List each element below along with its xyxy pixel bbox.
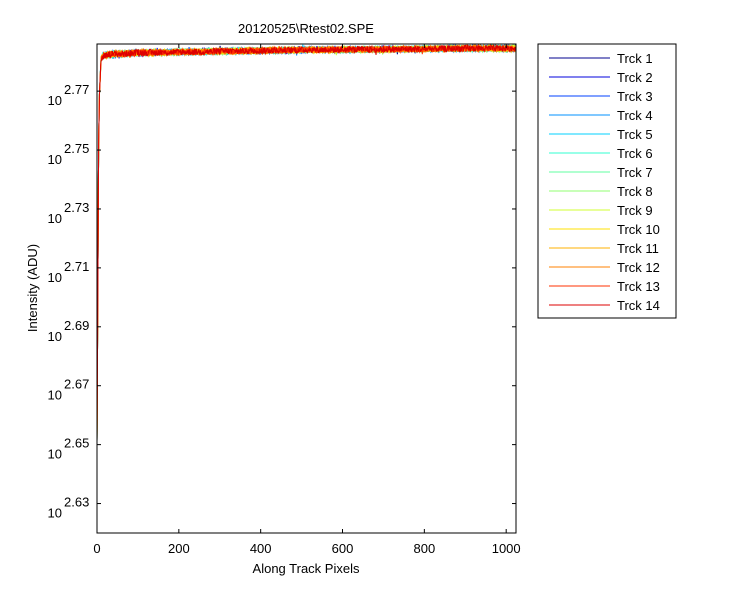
- series-line-trck-14: [96, 43, 517, 442]
- x-tick-label: 200: [168, 541, 190, 556]
- y-tick-label-exponent: 2.75: [64, 141, 89, 156]
- y-axis-label: Intensity (ADU): [25, 244, 40, 332]
- legend-label: Trck 6: [617, 146, 653, 161]
- legend-label: Trck 2: [617, 70, 653, 85]
- y-axis-ticks: 102.63102.65102.67102.69102.71102.73102.…: [48, 82, 516, 521]
- x-tick-label: 0: [93, 541, 100, 556]
- x-tick-label: 600: [332, 541, 354, 556]
- x-axis-label: Along Track Pixels: [253, 561, 360, 576]
- legend-label: Trck 10: [617, 222, 660, 237]
- y-tick-label-base: 10: [48, 93, 62, 108]
- legend-label: Trck 3: [617, 89, 653, 104]
- y-tick-label-base: 10: [48, 329, 62, 344]
- legend-label: Trck 5: [617, 127, 653, 142]
- y-tick-label-base: 10: [48, 211, 62, 226]
- legend-label: Trck 11: [617, 241, 659, 256]
- legend-label: Trck 7: [617, 165, 653, 180]
- legend-label: Trck 4: [617, 108, 653, 123]
- y-tick-label-base: 10: [48, 388, 62, 403]
- chart-title: 20120525\Rtest02.SPE: [238, 21, 374, 36]
- legend-label: Trck 1: [617, 51, 653, 66]
- axes-box: [96, 43, 517, 534]
- legend-box: [537, 43, 677, 319]
- y-tick-label-base: 10: [48, 152, 62, 167]
- legend-label: Trck 14: [617, 298, 660, 313]
- legend-label: Trck 9: [617, 203, 653, 218]
- legend: Trck 1 Trck 2 Trck 3 Trck 4 Trck 5 Trck 6 Trck…: [537, 43, 677, 319]
- y-tick-label-exponent: 2.69: [64, 318, 89, 333]
- y-tick-label-exponent: 2.63: [64, 495, 89, 510]
- legend-label: Trck 12: [617, 260, 660, 275]
- x-tick-label: 400: [250, 541, 272, 556]
- y-tick-label-exponent: 2.67: [64, 377, 89, 392]
- y-tick-label-base: 10: [48, 506, 62, 521]
- y-tick-label-exponent: 2.73: [64, 200, 89, 215]
- y-tick-label-base: 10: [48, 447, 62, 462]
- x-tick-label: 1000: [492, 541, 521, 556]
- legend-label: Trck 13: [617, 279, 660, 294]
- x-tick-label: 800: [413, 541, 435, 556]
- x-axis-ticks: 0 200 400 600 800 1000: [93, 44, 521, 556]
- y-tick-label-exponent: 2.71: [64, 259, 89, 274]
- plot-area: [97, 44, 516, 533]
- y-tick-label-exponent: 2.65: [64, 436, 89, 451]
- y-tick-label-exponent: 2.77: [64, 82, 89, 97]
- legend-label: Trck 8: [617, 184, 653, 199]
- y-tick-label-base: 10: [48, 270, 62, 285]
- series-layer: [96, 43, 517, 442]
